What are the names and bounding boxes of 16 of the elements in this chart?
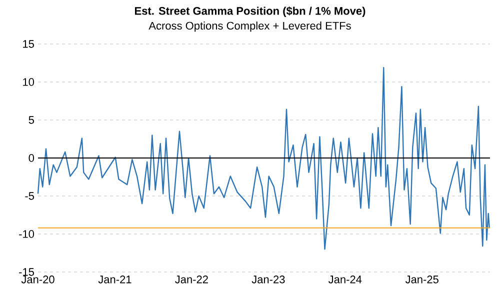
x-tick-label: Jan-24 — [328, 276, 362, 284]
y-tick-label: 0 — [28, 154, 34, 162]
line-series — [37, 66, 490, 250]
y-tick-label: 5 — [28, 116, 34, 124]
x-tick-label: Jan-23 — [252, 276, 285, 284]
y-tick-label: -5 — [25, 192, 34, 200]
y-tick-label: 15 — [23, 40, 34, 48]
chart-subtitle: Across Options Complex + Levered ETFs — [148, 22, 351, 32]
x-tick-label: Jan-25 — [405, 276, 438, 284]
y-tick-label: 10 — [23, 78, 34, 86]
chart-title: Est. Street Gamma Position ($bn / 1% Move) — [135, 6, 366, 17]
x-tick-label: Jan-22 — [175, 276, 208, 284]
x-tick-label: Jan-21 — [98, 276, 132, 284]
x-tick-label: Jan-20 — [21, 276, 54, 284]
y-tick-label: -15 — [19, 268, 34, 276]
y-tick-label: -10 — [19, 230, 34, 238]
